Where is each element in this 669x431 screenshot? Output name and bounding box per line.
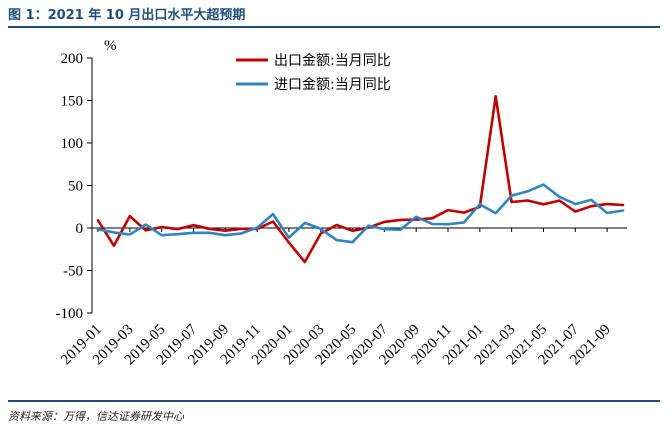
figure-title: 图 1：2021 年 10 月出口水平大超预期: [8, 8, 246, 23]
source-note: 资料来源：万得，信达证券研发中心: [8, 410, 184, 423]
y-tick-label: -100: [56, 306, 84, 322]
legend-label-export: 出口金额:当月同比: [274, 53, 391, 69]
y-tick-label: 150: [61, 94, 84, 110]
legend-label-import: 进口金额:当月同比: [274, 77, 391, 93]
y-tick-label: -50: [63, 264, 83, 280]
series-layer: [96, 95, 625, 264]
footer-rule: [8, 400, 660, 402]
legend: 出口金额:当月同比 进口金额:当月同比: [236, 53, 391, 93]
y-unit-label: %: [104, 38, 117, 54]
title-rule: [8, 26, 660, 28]
series-line-export: [96, 95, 625, 264]
axes: 200150100500-50-1002019-012019-032019-05…: [56, 51, 627, 368]
y-tick-label: 100: [61, 136, 84, 152]
y-tick-label: 200: [61, 51, 84, 67]
y-tick-label: 50: [68, 179, 83, 195]
series-line-import: [96, 183, 625, 244]
y-tick-label: 0: [76, 221, 84, 237]
